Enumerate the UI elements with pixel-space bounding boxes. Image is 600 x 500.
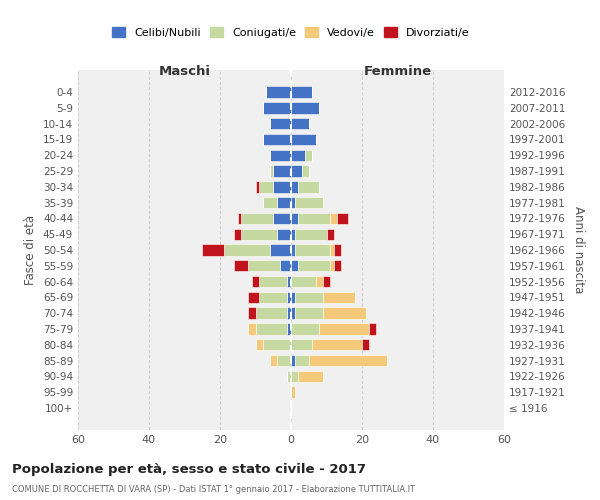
- Bar: [291, 339, 313, 350]
- Bar: [323, 308, 365, 319]
- Text: Femmine: Femmine: [364, 65, 431, 78]
- Bar: [291, 197, 295, 208]
- Bar: [241, 212, 273, 224]
- Text: Popolazione per età, sesso e stato civile - 2017: Popolazione per età, sesso e stato civil…: [12, 462, 366, 475]
- Bar: [277, 197, 291, 208]
- Bar: [334, 244, 341, 256]
- Bar: [369, 324, 376, 334]
- Bar: [291, 181, 298, 192]
- Bar: [202, 244, 224, 256]
- Y-axis label: Anni di nascita: Anni di nascita: [572, 206, 585, 294]
- Bar: [291, 134, 316, 145]
- Bar: [291, 228, 295, 240]
- Bar: [291, 244, 295, 256]
- Text: Maschi: Maschi: [158, 65, 211, 78]
- Bar: [295, 308, 323, 319]
- Bar: [270, 118, 291, 130]
- Bar: [259, 181, 273, 192]
- Y-axis label: Fasce di età: Fasce di età: [25, 215, 37, 285]
- Bar: [234, 228, 241, 240]
- Bar: [252, 276, 259, 287]
- Bar: [270, 244, 291, 256]
- Bar: [277, 228, 291, 240]
- Bar: [291, 324, 319, 334]
- Bar: [234, 260, 248, 272]
- Bar: [326, 228, 334, 240]
- Bar: [291, 118, 309, 130]
- Bar: [291, 292, 295, 303]
- Bar: [277, 355, 291, 366]
- Bar: [295, 228, 326, 240]
- Bar: [291, 386, 295, 398]
- Bar: [291, 308, 295, 319]
- Bar: [323, 276, 330, 287]
- Bar: [263, 339, 291, 350]
- Bar: [263, 102, 291, 114]
- Bar: [291, 260, 298, 272]
- Bar: [259, 276, 287, 287]
- Bar: [287, 324, 291, 334]
- Bar: [248, 308, 256, 319]
- Bar: [259, 292, 287, 303]
- Bar: [266, 86, 291, 98]
- Bar: [316, 276, 323, 287]
- Bar: [295, 355, 309, 366]
- Bar: [263, 197, 277, 208]
- Bar: [298, 181, 319, 192]
- Bar: [295, 244, 330, 256]
- Bar: [287, 308, 291, 319]
- Bar: [313, 339, 362, 350]
- Bar: [270, 150, 291, 161]
- Bar: [330, 244, 334, 256]
- Bar: [248, 292, 259, 303]
- Bar: [305, 150, 313, 161]
- Bar: [270, 355, 277, 366]
- Bar: [298, 260, 330, 272]
- Bar: [273, 212, 291, 224]
- Bar: [362, 339, 369, 350]
- Legend: Celibi/Nubili, Coniugati/e, Vedovi/e, Divorziati/e: Celibi/Nubili, Coniugati/e, Vedovi/e, Di…: [110, 25, 472, 40]
- Bar: [291, 150, 305, 161]
- Bar: [295, 197, 323, 208]
- Bar: [302, 166, 309, 176]
- Bar: [298, 212, 330, 224]
- Bar: [298, 370, 323, 382]
- Bar: [309, 355, 387, 366]
- Bar: [287, 292, 291, 303]
- Bar: [287, 370, 291, 382]
- Bar: [291, 370, 298, 382]
- Bar: [248, 260, 280, 272]
- Bar: [263, 134, 291, 145]
- Bar: [291, 102, 319, 114]
- Bar: [291, 355, 295, 366]
- Bar: [270, 166, 273, 176]
- Bar: [291, 276, 316, 287]
- Bar: [319, 324, 369, 334]
- Bar: [295, 292, 323, 303]
- Bar: [287, 276, 291, 287]
- Bar: [280, 260, 291, 272]
- Bar: [291, 166, 302, 176]
- Bar: [238, 212, 241, 224]
- Bar: [248, 324, 256, 334]
- Bar: [224, 244, 270, 256]
- Bar: [241, 228, 277, 240]
- Bar: [330, 212, 337, 224]
- Bar: [273, 181, 291, 192]
- Bar: [334, 260, 341, 272]
- Text: COMUNE DI ROCCHETTA DI VARA (SP) - Dati ISTAT 1° gennaio 2017 - Elaborazione TUT: COMUNE DI ROCCHETTA DI VARA (SP) - Dati …: [12, 485, 415, 494]
- Bar: [256, 181, 259, 192]
- Bar: [273, 166, 291, 176]
- Bar: [291, 212, 298, 224]
- Bar: [256, 324, 287, 334]
- Bar: [291, 86, 313, 98]
- Bar: [337, 212, 348, 224]
- Bar: [256, 339, 263, 350]
- Bar: [330, 260, 334, 272]
- Bar: [256, 308, 287, 319]
- Bar: [323, 292, 355, 303]
